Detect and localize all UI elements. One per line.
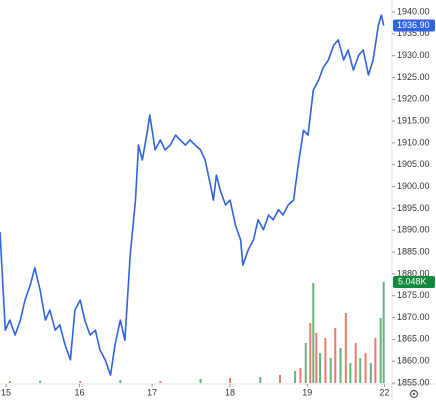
x-tick-label: 22 <box>379 387 389 397</box>
volume-bar <box>294 371 297 383</box>
x-tick-label: 16 <box>74 387 84 397</box>
y-tick-label: 1930.00 <box>397 50 430 60</box>
y-tick-label: 1895.00 <box>397 203 430 213</box>
volume-bar <box>259 377 262 383</box>
volume-bar <box>382 282 385 383</box>
settings-icon[interactable] <box>409 389 419 399</box>
y-tick-label: 1920.00 <box>397 94 430 104</box>
volume-bar <box>379 318 382 383</box>
volume-bar <box>364 353 367 383</box>
volume-bar <box>312 283 315 383</box>
volume-bar <box>329 358 332 383</box>
y-tick-label: 1860.00 <box>397 356 430 366</box>
y-tick-label: 1905.00 <box>397 159 430 169</box>
x-tick-label: 19 <box>302 387 312 397</box>
volume-bar <box>229 378 232 383</box>
volume-bar <box>374 338 377 383</box>
volume-bar <box>299 368 302 383</box>
volume-bar <box>339 348 342 383</box>
volume-bar <box>199 379 202 383</box>
y-tick-label: 1925.00 <box>397 72 430 82</box>
x-tick-label: 17 <box>147 387 157 397</box>
volume-bar <box>359 358 362 383</box>
y-tick-label: 1855.00 <box>397 377 430 387</box>
y-tick-label: 1870.00 <box>397 312 430 322</box>
y-tick-label: 1865.00 <box>397 334 430 344</box>
volume-bar <box>344 313 347 383</box>
x-tick-label: 18 <box>225 387 235 397</box>
y-tick-label: 1875.00 <box>397 290 430 300</box>
volume-bar <box>334 328 337 383</box>
volume-bar <box>279 375 281 383</box>
volume-bar <box>39 380 42 383</box>
volume-bar <box>369 363 372 383</box>
volume-bar <box>315 333 318 383</box>
y-tick-label: 1900.00 <box>397 181 430 191</box>
volume-bar <box>159 381 162 383</box>
y-tick-label: 1935.00 <box>397 28 430 38</box>
volume-bar <box>119 380 122 383</box>
volume-bar <box>324 338 327 383</box>
y-tick-label: 1890.00 <box>397 225 430 235</box>
price-line <box>0 14 385 376</box>
volume-bar <box>354 343 357 383</box>
volume-bar <box>319 353 322 383</box>
volume-bar <box>349 363 352 383</box>
volume-bar <box>304 343 307 383</box>
y-tick-label: 1940.00 <box>397 6 430 16</box>
price-tag <box>393 19 435 32</box>
volume-bar <box>309 323 312 383</box>
y-tick-label: 1915.00 <box>397 115 430 125</box>
volume-bar <box>8 381 11 383</box>
volume-bar <box>79 381 82 383</box>
x-tick-label: 15 <box>1 387 11 397</box>
y-tick-label: 1910.00 <box>397 137 430 147</box>
y-tick-label: 1880.00 <box>397 268 430 278</box>
price-tag-label: 1936.90 <box>397 20 430 30</box>
volume-tag-label: 5.048K <box>398 276 427 286</box>
volume-tag <box>393 276 435 289</box>
y-tick-label: 1885.00 <box>397 246 430 256</box>
